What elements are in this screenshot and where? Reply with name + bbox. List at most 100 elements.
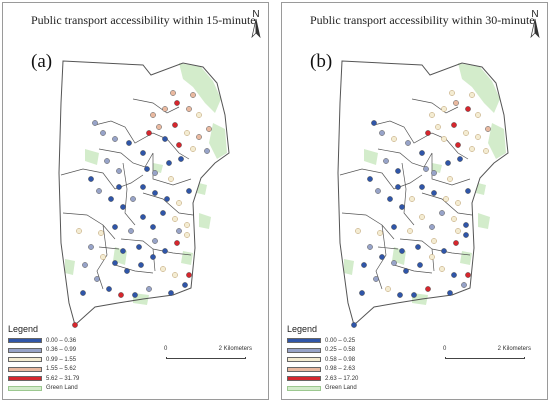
accessibility-point xyxy=(174,100,180,106)
accessibility-point xyxy=(405,140,411,146)
green-land-patch xyxy=(65,259,75,275)
legend-label: 0.99 – 1.55 xyxy=(46,356,77,363)
accessibility-point xyxy=(455,200,461,206)
legend: Legend 0.00 – 0.25 0.25 – 0.58 0.58 – 0.… xyxy=(287,324,392,393)
legend-swatch xyxy=(8,347,42,353)
accessibility-point xyxy=(429,112,435,118)
north-letter: N xyxy=(531,9,539,20)
green-land-patch xyxy=(179,63,221,113)
accessibility-point xyxy=(172,272,178,278)
accessibility-point xyxy=(72,322,78,328)
accessibility-point xyxy=(186,272,192,278)
green-land-patch xyxy=(197,183,207,195)
accessibility-point xyxy=(391,224,397,230)
green-land-patch xyxy=(85,149,99,165)
accessibility-point xyxy=(172,216,178,222)
map-area xyxy=(58,60,230,328)
accessibility-point xyxy=(150,224,156,230)
study-area-boundary xyxy=(58,60,230,326)
legend-title: Legend xyxy=(8,324,39,334)
accessibility-point xyxy=(441,136,447,142)
accessibility-point xyxy=(377,230,383,236)
accessibility-point xyxy=(140,184,146,190)
accessibility-point xyxy=(375,188,381,194)
accessibility-point xyxy=(80,290,86,296)
accessibility-point xyxy=(395,168,401,174)
accessibility-point xyxy=(373,276,379,282)
accessibility-point xyxy=(184,232,190,238)
accessibility-point xyxy=(367,244,373,250)
accessibility-point xyxy=(469,146,475,152)
accessibility-point xyxy=(178,156,184,162)
accessibility-point xyxy=(82,262,88,268)
scale-distance: 2 Kilometers xyxy=(497,346,531,352)
green-land-patch xyxy=(488,123,506,159)
accessibility-point xyxy=(431,170,437,176)
accessibility-point xyxy=(461,282,467,288)
map-title: Public transport accessibility within 15… xyxy=(31,13,256,27)
legend-swatch xyxy=(8,376,42,382)
accessibility-point xyxy=(455,228,461,234)
legend-item: 0.99 – 1.55 xyxy=(8,355,113,365)
green-land-patch xyxy=(478,213,490,229)
legend-swatch xyxy=(287,385,321,391)
accessibility-point xyxy=(465,272,471,278)
accessibility-point xyxy=(204,148,210,154)
accessibility-point xyxy=(409,196,415,202)
accessibility-point xyxy=(361,262,367,268)
north-arrow-icon: N xyxy=(527,9,543,39)
accessibility-point xyxy=(419,184,425,190)
accessibility-point xyxy=(168,176,174,182)
legend-swatch xyxy=(287,357,321,363)
legend-label: 2.63 – 17.20 xyxy=(325,375,359,382)
accessibility-point xyxy=(186,188,192,194)
accessibility-point xyxy=(397,292,403,298)
legend-label: 0.58 – 0.98 xyxy=(325,356,356,363)
accessibility-point xyxy=(152,170,158,176)
accessibility-point xyxy=(485,126,491,132)
map-panel-30-minute: Public transport accessibility within 30… xyxy=(281,2,548,400)
accessibility-point xyxy=(387,196,393,202)
accessibility-point xyxy=(371,120,377,126)
legend-label: 0.00 – 0.36 xyxy=(46,337,77,344)
accessibility-point xyxy=(140,150,146,156)
accessibility-point xyxy=(465,106,471,112)
accessibility-point xyxy=(92,120,98,126)
legend-title: Legend xyxy=(287,324,318,334)
legend-label: Green Land xyxy=(46,385,78,392)
accessibility-point xyxy=(463,130,469,136)
accessibility-point xyxy=(453,100,459,106)
legend-label: 0.25 – 0.58 xyxy=(325,347,356,354)
green-land-patch xyxy=(364,149,378,165)
accessibility-point xyxy=(128,228,134,234)
accessibility-point xyxy=(417,262,423,268)
legend-swatch xyxy=(287,347,321,353)
legend-label: 0.98 – 2.63 xyxy=(325,366,356,373)
legend-item: 0.98 – 2.63 xyxy=(287,365,392,375)
accessibility-point xyxy=(166,160,172,166)
accessibility-point xyxy=(152,238,158,244)
legend: Legend 0.00 – 0.36 0.36 – 0.99 0.99 – 1.… xyxy=(8,324,113,393)
accessibility-point xyxy=(124,268,130,274)
accessibility-point xyxy=(391,136,397,142)
accessibility-point xyxy=(190,146,196,152)
green-land-patch xyxy=(209,123,227,159)
accessibility-point xyxy=(184,130,190,136)
accessibility-point xyxy=(379,130,385,136)
accessibility-point xyxy=(162,136,168,142)
accessibility-point xyxy=(469,92,475,98)
accessibility-point xyxy=(423,166,429,172)
legend-item: 5.62 – 31.79 xyxy=(8,374,113,384)
accessibility-points xyxy=(351,90,491,328)
accessibility-point xyxy=(120,248,126,254)
legend-label: 0.00 – 0.25 xyxy=(325,337,356,344)
accessibility-point xyxy=(455,142,461,148)
scale-distance: 2 Kilometers xyxy=(218,346,252,352)
accessibility-point xyxy=(445,160,451,166)
accessibility-point xyxy=(184,222,190,228)
accessibility-point xyxy=(150,254,156,260)
accessibility-point xyxy=(463,222,469,228)
accessibility-point xyxy=(96,188,102,194)
accessibility-point xyxy=(475,134,481,140)
legend-item: 0.00 – 0.36 xyxy=(8,336,113,346)
